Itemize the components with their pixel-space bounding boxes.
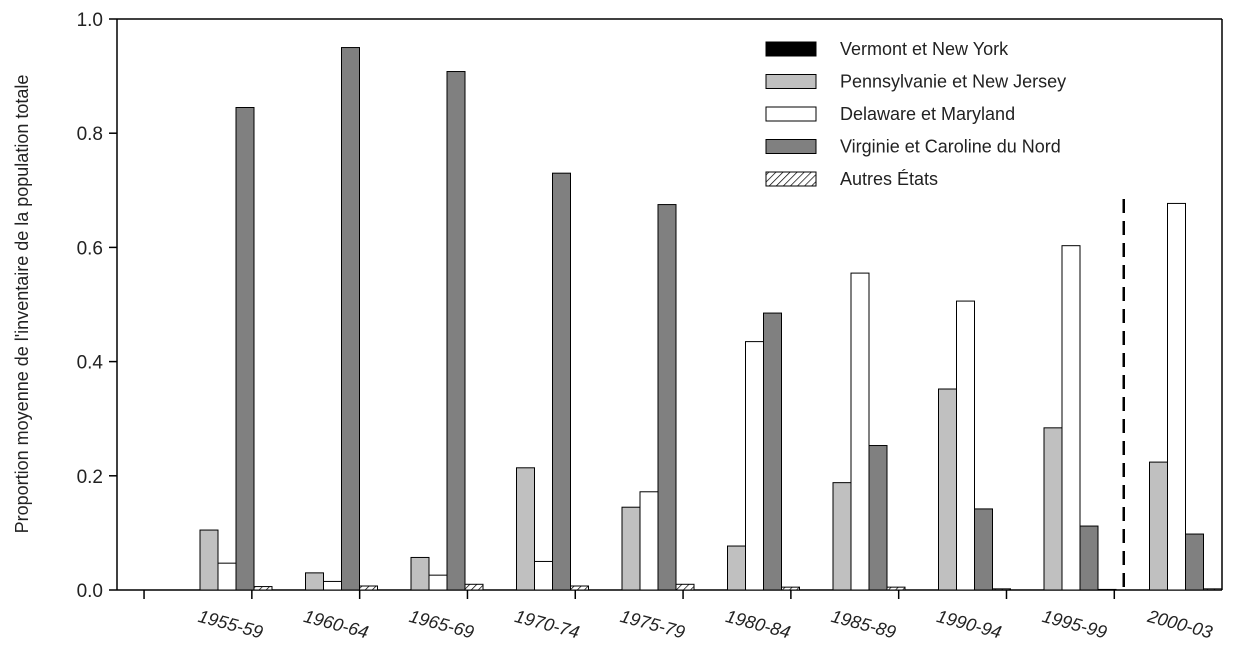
- bar-1995-99-series-1: [1043, 427, 1063, 591]
- bar-2000-03-series-3: [1185, 533, 1204, 591]
- legend: Vermont et New York Pennsylvanie et New J…: [765, 39, 1066, 189]
- legend-label: Virginie et Caroline du Nord: [840, 137, 1061, 157]
- bar-1955-59-series-2: [217, 562, 237, 591]
- y-axis-title: Proportion moyenne de l'inventaire de la…: [12, 75, 32, 534]
- bar-1975-79-series-2: [639, 491, 659, 591]
- bar-1970-74-series-2: [534, 560, 553, 591]
- bar-1970-74-series-3: [552, 172, 571, 591]
- x-tick-label: 1990-94: [935, 606, 1004, 642]
- y-tick-label: 0.4: [77, 353, 104, 374]
- bar-1965-69-series-1: [410, 556, 430, 591]
- y-tick-label: 0.0: [77, 581, 103, 602]
- x-tick-label: 2000-03: [1145, 606, 1215, 643]
- bar-1980-84-series-2: [745, 341, 764, 591]
- legend-label: Vermont et New York: [840, 39, 1009, 59]
- legend-label: Autres États: [840, 169, 938, 189]
- bar-1995-99-series-4: [1097, 588, 1117, 591]
- bar-1985-89-series-2: [850, 272, 870, 591]
- x-tick-label: 1975-79: [618, 606, 687, 642]
- bar-1975-79-series-4: [675, 583, 695, 591]
- bars: [199, 47, 1222, 591]
- bar-1960-64-series-2: [323, 580, 342, 591]
- bar-1980-84-series-1: [727, 545, 746, 591]
- bar-1970-74-series-1: [516, 467, 535, 591]
- bar-2000-03-series-1: [1149, 461, 1168, 591]
- legend-swatch: [765, 74, 817, 89]
- legend-label: Delaware et Maryland: [840, 104, 1015, 124]
- x-tick-label: 1980-84: [724, 606, 793, 642]
- y-tick-label: 1.0: [77, 10, 103, 31]
- x-tick-label: 1995-99: [1040, 606, 1109, 642]
- bar-1965-69-series-2: [428, 574, 448, 591]
- bar-1990-94-series-3: [974, 508, 993, 591]
- bar-1955-59-series-1: [199, 529, 219, 591]
- bar-1990-94-series-1: [938, 388, 957, 591]
- bar-1980-84-series-4: [781, 586, 800, 591]
- x-tick-label: 1955-59: [196, 606, 265, 642]
- y-tick-label: 0.8: [77, 124, 103, 145]
- legend-swatch: [765, 106, 817, 122]
- bar-1985-89-series-4: [886, 586, 906, 591]
- bar-1990-94-series-2: [956, 300, 975, 591]
- bar-1985-89-series-3: [868, 445, 888, 591]
- legend-label: Pennsylvanie et New Jersey: [840, 72, 1066, 92]
- bar-1995-99-series-2: [1061, 245, 1081, 591]
- bar-2000-03-series-2: [1167, 202, 1186, 591]
- x-tick-label: 1960-64: [302, 606, 371, 642]
- x-tick-label: 1970-74: [513, 606, 582, 642]
- bar-1975-79-series-1: [621, 506, 641, 591]
- bar-1955-59-series-4: [253, 586, 273, 591]
- bar-1975-79-series-3: [657, 204, 677, 591]
- x-tick-label: 1985-89: [829, 606, 898, 642]
- legend-swatch: [765, 41, 817, 57]
- y-tick-label: 0.6: [77, 238, 103, 259]
- bar-1955-59-series-3: [235, 107, 255, 591]
- bar-1995-99-series-3: [1079, 525, 1099, 591]
- bar-1960-64-series-4: [359, 585, 378, 591]
- legend-swatch: [765, 171, 817, 187]
- y-tick-label: 0.2: [77, 467, 103, 488]
- x-tick-label: 1965-69: [407, 606, 476, 642]
- bar-1985-89-series-1: [832, 482, 852, 591]
- bar-1970-74-series-4: [570, 585, 589, 591]
- bar-1965-69-series-4: [464, 583, 484, 591]
- bar-1980-84-series-3: [763, 312, 782, 591]
- bar-1960-64-series-3: [341, 47, 360, 591]
- bar-2000-03-series-4: [1203, 588, 1222, 591]
- bar-1965-69-series-3: [446, 71, 466, 591]
- bar-1990-94-series-4: [992, 588, 1011, 591]
- bar-1960-64-series-1: [305, 572, 324, 591]
- legend-swatch: [765, 139, 817, 154]
